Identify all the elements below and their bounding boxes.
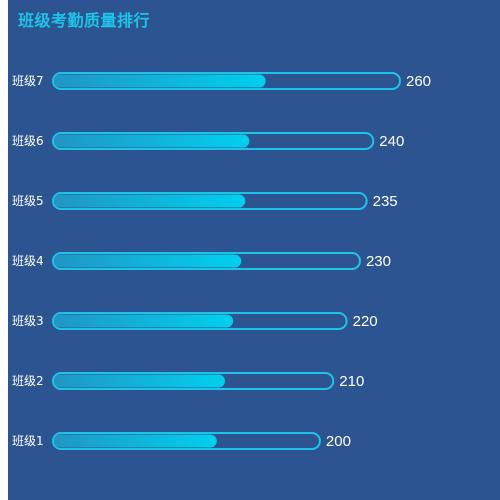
bar-fill (54, 194, 246, 208)
category-label: 班级3 (12, 314, 44, 328)
bar-row: 班级7 260 (12, 72, 431, 90)
bar-track (52, 192, 368, 210)
category-label: 班级1 (12, 434, 44, 448)
bar-track (52, 72, 401, 90)
value-label: 220 (353, 313, 378, 330)
bar-fill (54, 374, 225, 388)
category-label: 班级2 (12, 374, 44, 388)
bar-track (52, 432, 321, 450)
bar-fill (54, 74, 266, 88)
bar-track (52, 372, 335, 390)
chart-title: 班级考勤质量排行 (18, 11, 151, 30)
value-label: 260 (406, 73, 431, 90)
value-label: 200 (326, 433, 351, 450)
bar-row: 班级6 240 (12, 132, 404, 150)
value-label: 240 (379, 133, 404, 150)
bar-row: 班级2 210 (12, 372, 364, 390)
bar-row: 班级3 220 (12, 312, 378, 330)
value-label: 210 (339, 373, 364, 390)
category-label: 班级7 (12, 74, 44, 88)
category-label: 班级5 (12, 194, 44, 208)
bar-track (52, 312, 348, 330)
bar-fill (54, 254, 242, 268)
bar-fill (54, 314, 234, 328)
bar-fill (54, 434, 217, 448)
value-label: 230 (366, 253, 391, 270)
category-label: 班级4 (12, 254, 44, 268)
bar-row: 班级4 230 (12, 252, 391, 270)
category-label: 班级6 (12, 134, 44, 148)
value-label: 235 (373, 193, 398, 210)
bar-row: 班级1 200 (12, 432, 351, 450)
bar-row: 班级5 235 (12, 192, 398, 210)
bar-fill (54, 134, 250, 148)
bar-track (52, 252, 361, 270)
bar-track (52, 132, 375, 150)
